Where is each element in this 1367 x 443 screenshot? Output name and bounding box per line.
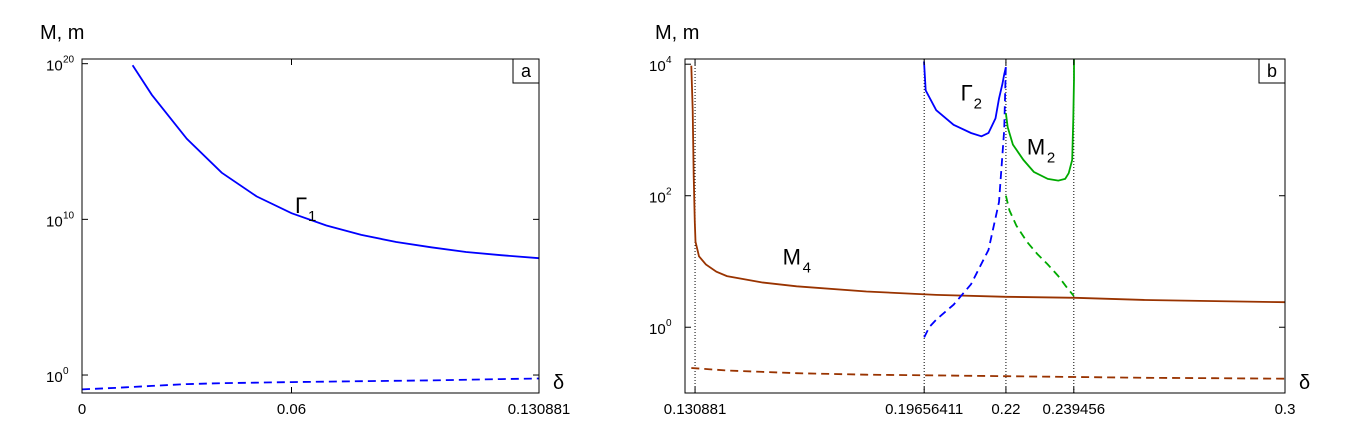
curve-label-2: M [783,244,801,269]
panel-letter: a [521,61,532,81]
series-b-5 [1005,195,1075,297]
y-tick-exp-2: 20 [63,55,75,66]
axis-box-a [81,58,540,394]
y-tick-exp-1: 2 [666,187,672,198]
panel-letter-box [1258,58,1286,84]
x-tick-label-1: 0.19656411 [885,401,963,418]
x-tick-label-2: 0.22 [991,401,1020,418]
x-tick-label-2: 0.130881 [508,401,571,418]
y-axis-title: M, m [40,22,84,44]
panel-b: 0.130881 0.19656411 0.22 0.239456 0.310 010 21… [649,22,1310,418]
series-b-2 [923,61,1007,138]
curve-label-sub-1: 2 [1047,150,1055,167]
series-b-3 [923,64,1007,338]
y-tick-label-0: 10 [46,369,63,386]
y-tick-exp-1: 10 [63,210,75,221]
x-tick-label-3: 0.239456 [1043,401,1106,418]
curve-label-sub-0: 1 [308,208,316,225]
curve-label-1: M [1027,135,1045,160]
y-axis-title: M, m [655,22,699,44]
x-tick-label-4: 0.3 [1275,401,1296,418]
x-tick-label-0: 0.130881 [664,401,727,418]
y-tick-label-1: 10 [649,190,666,207]
y-tick-label-2: 10 [649,58,666,75]
series-b-1 [691,367,1286,380]
y-tick-label-2: 10 [46,58,63,75]
x-tick-label-0: 0 [78,401,86,418]
series-a-0 [131,64,540,260]
y-tick-exp-0: 0 [666,318,672,329]
x-axis-title: δ [553,372,564,394]
x-tick-label-1: 0.06 [277,401,306,418]
y-tick-exp-0: 0 [63,366,69,377]
curve-label-sub-2: 4 [803,259,811,276]
curve-label-0: Γ [295,193,307,218]
series-b-0 [690,65,1286,304]
curve-label-sub-0: 2 [974,96,982,113]
x-axis-title: δ [1299,372,1310,394]
curve-label-0: Γ [961,81,973,106]
y-tick-exp-2: 4 [666,55,672,66]
y-tick-label-0: 10 [649,321,666,338]
series-b-4 [1005,59,1075,182]
y-tick-label-1: 10 [46,213,63,230]
axis-box-b [684,58,1286,394]
panel-letter: b [1267,61,1277,81]
series-a-1 [81,377,540,391]
panel-letter-box [512,58,540,84]
